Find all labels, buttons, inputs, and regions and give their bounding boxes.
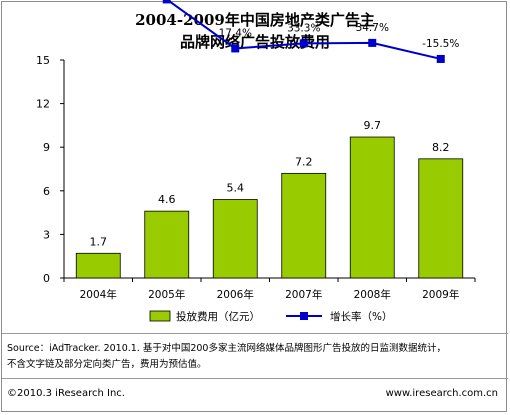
bar bbox=[75, 252, 121, 279]
divider-top bbox=[2, 333, 508, 334]
source-note-line-1: Source：iAdTracker. 2010.1. 基于对中国200多家主流网… bbox=[7, 343, 446, 354]
y-tick-label: 0 bbox=[43, 272, 50, 285]
legend-line-label: 增长率（%） bbox=[330, 310, 392, 323]
growth-rate-point bbox=[162, 0, 171, 4]
x-tick-label: 2007年 bbox=[285, 288, 322, 301]
legend-bar-label: 投放费用（亿元） bbox=[176, 310, 260, 323]
growth-rate-point bbox=[299, 39, 308, 48]
bar-value-label: 7.2 bbox=[295, 155, 313, 168]
divider-bottom bbox=[2, 378, 508, 379]
bar bbox=[418, 158, 464, 279]
legend-line-marker bbox=[300, 312, 308, 320]
copyright-text: ©2010.3 iResearch Inc. bbox=[7, 388, 125, 399]
growth-rate-point bbox=[368, 38, 377, 47]
bar-value-label: 8.2 bbox=[432, 141, 450, 154]
growth-rate-label: 34.7% bbox=[356, 22, 389, 34]
bar bbox=[349, 136, 395, 279]
source-note-line-2: 不含文字链及部分定向类广告，费用为预估值。 bbox=[7, 359, 207, 370]
y-tick-label: 3 bbox=[43, 228, 50, 241]
growth-rate-point bbox=[436, 54, 445, 63]
growth-rate-point bbox=[231, 44, 240, 53]
y-tick-label: 12 bbox=[36, 98, 50, 111]
bar bbox=[212, 199, 258, 279]
growth-rate-label: -15.5% bbox=[422, 38, 459, 50]
legend-bar-swatch bbox=[149, 310, 171, 322]
website-link[interactable]: www.iresearch.com.cn bbox=[385, 388, 498, 399]
x-tick-label: 2008年 bbox=[354, 288, 391, 301]
bar-value-label: 9.7 bbox=[364, 119, 382, 132]
x-tick-label: 2005年 bbox=[148, 288, 185, 301]
growth-rate-label: 17.4% bbox=[219, 27, 252, 39]
x-tick-label: 2004年 bbox=[80, 288, 117, 301]
chart-title-line-1: 2004-2009年中国房地产类广告主 bbox=[135, 11, 375, 29]
bar bbox=[281, 172, 327, 279]
chart-area: 0 3 6 9 12 15 2004年 2005年 2006年 2007年 2008年 2009年 1.… bbox=[36, 0, 476, 323]
y-tick-label: 6 bbox=[43, 185, 50, 198]
bar-value-label: 5.4 bbox=[227, 182, 245, 195]
chart-title-line-2: 品牌网络广告投放费用 bbox=[179, 33, 330, 51]
bar-value-label: 4.6 bbox=[158, 193, 176, 206]
y-tick-label: 9 bbox=[43, 141, 50, 154]
y-tick-label: 15 bbox=[36, 54, 50, 67]
growth-rate-label: 33.3% bbox=[287, 22, 320, 34]
bar-value-label: 1.7 bbox=[90, 235, 108, 248]
x-tick-label: 2009年 bbox=[422, 288, 459, 301]
bar bbox=[144, 210, 190, 279]
x-tick-label: 2006年 bbox=[217, 288, 254, 301]
